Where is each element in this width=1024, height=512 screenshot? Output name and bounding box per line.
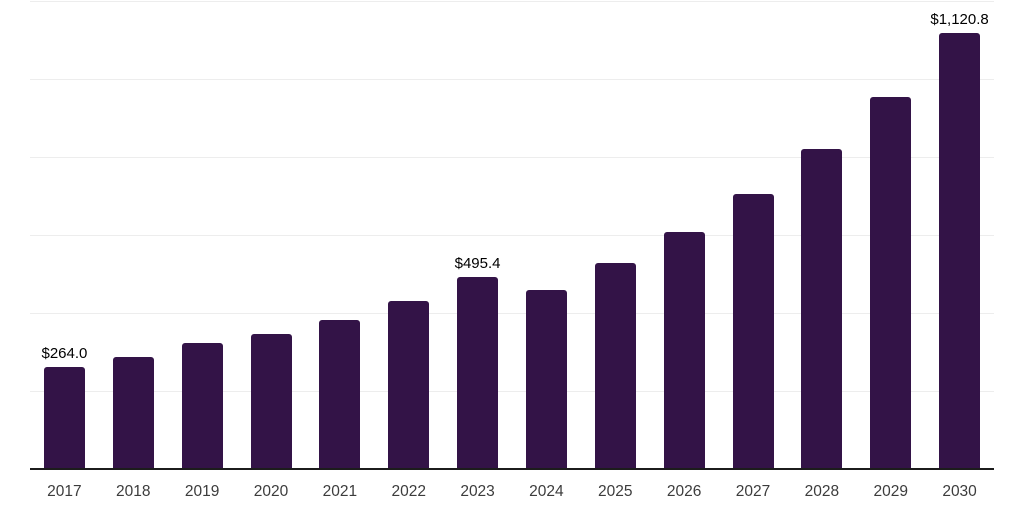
x-axis-line	[30, 468, 994, 470]
bar-2020	[250, 333, 292, 470]
bar-2027	[732, 193, 774, 470]
x-tick-label-2022: 2022	[391, 483, 426, 500]
bar-2017	[43, 367, 85, 470]
x-tick-label-2020: 2020	[253, 483, 289, 500]
x-tick-label-2017: 2017	[47, 483, 82, 500]
gridline	[30, 1, 994, 2]
bar-2030	[939, 32, 981, 470]
gridline	[30, 391, 994, 392]
x-tick-label-2024: 2024	[529, 483, 564, 500]
bar-2022	[388, 300, 430, 470]
x-axis-labels: 2017 2018 2019 2020 2021 2022 2023 2024 2025 2026…	[30, 483, 994, 505]
plot-area: $264.0 $495.4 $1,120.8	[30, 0, 994, 470]
gridline	[30, 157, 994, 158]
data-label-2030: $1,120.8	[930, 10, 989, 28]
x-tick-label-2021: 2021	[322, 483, 358, 500]
x-tick-label-2027: 2027	[735, 483, 771, 500]
bar-2023	[457, 276, 499, 470]
bar-2021	[319, 319, 361, 470]
x-tick-label-2029: 2029	[873, 483, 908, 500]
data-label-2023: $495.4	[454, 254, 501, 272]
x-tick-label-2025: 2025	[598, 483, 633, 500]
x-tick-label-2023: 2023	[460, 483, 495, 500]
gridline	[30, 235, 994, 236]
bar-2018	[112, 356, 154, 470]
bar-2029	[870, 96, 912, 470]
x-tick-label-2030: 2030	[942, 483, 977, 500]
data-label-2017: $264.0	[41, 345, 88, 363]
bar-2024	[525, 290, 567, 470]
bar-2026	[663, 231, 705, 470]
bar-2025	[594, 262, 636, 470]
x-tick-label-2028: 2028	[804, 483, 840, 500]
gridline	[30, 79, 994, 80]
bar-2019	[181, 343, 223, 470]
bar-2028	[801, 149, 843, 470]
x-tick-label-2019: 2019	[184, 483, 220, 500]
gridline	[30, 313, 994, 314]
x-tick-label-2026: 2026	[666, 483, 702, 500]
x-tick-label-2018: 2018	[116, 483, 151, 500]
